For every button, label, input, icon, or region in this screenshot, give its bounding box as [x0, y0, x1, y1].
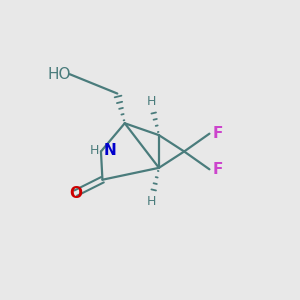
Text: O: O: [69, 186, 82, 201]
Text: H: H: [90, 143, 100, 157]
Text: H: H: [147, 95, 156, 108]
Text: F: F: [212, 162, 223, 177]
Text: N: N: [104, 142, 117, 158]
Text: HO: HO: [48, 67, 71, 82]
Text: F: F: [212, 126, 223, 141]
Text: H: H: [147, 195, 156, 208]
